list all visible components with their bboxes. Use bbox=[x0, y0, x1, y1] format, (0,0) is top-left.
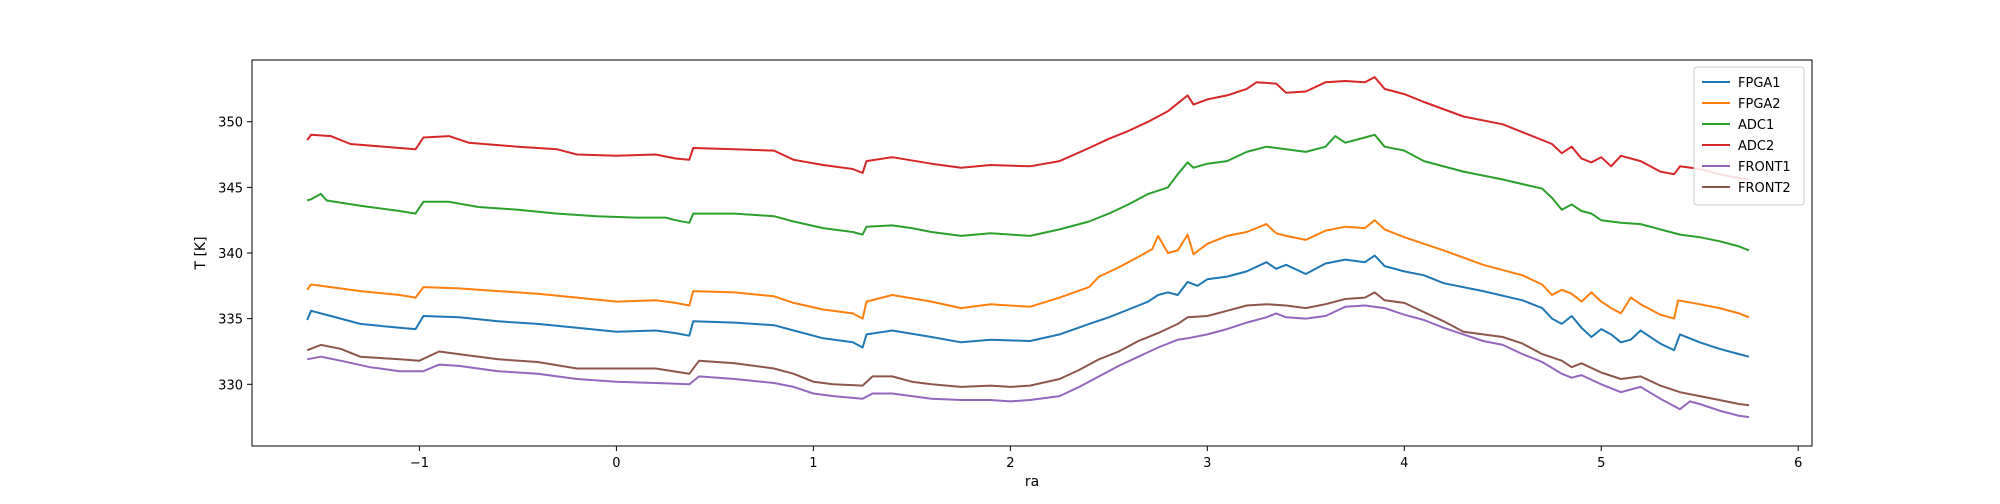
x-axis: −1 0 1 2 3 4 5 6 bbox=[410, 446, 1802, 471]
legend: FPGA1 FPGA2 ADC1 ADC2 FRONT1 FRONT2 bbox=[1693, 66, 1805, 206]
legend-label: FRONT1 bbox=[1738, 160, 1791, 175]
x-tick-label: 1 bbox=[809, 456, 817, 471]
legend-box bbox=[1693, 66, 1805, 206]
legend-label: ADC2 bbox=[1738, 139, 1774, 154]
x-axis-label: ra bbox=[1025, 474, 1039, 490]
x-tick-label: 5 bbox=[1597, 456, 1605, 471]
y-tick-label: 340 bbox=[218, 247, 243, 262]
legend-label: FPGA2 bbox=[1738, 97, 1781, 112]
y-tick-label: 330 bbox=[218, 378, 243, 393]
y-tick-label: 345 bbox=[218, 181, 243, 196]
x-tick-label: 3 bbox=[1203, 456, 1211, 471]
series-layer bbox=[306, 76, 1750, 419]
x-tick-label: 6 bbox=[1794, 456, 1802, 471]
legend-label: FPGA1 bbox=[1738, 76, 1781, 91]
x-tick-label: −1 bbox=[410, 456, 429, 471]
series-line-adc1 bbox=[306, 133, 1750, 252]
series-line-front1 bbox=[307, 304, 1750, 419]
y-axis-label: T [K] bbox=[193, 236, 209, 270]
series-line-adc2 bbox=[306, 76, 1750, 181]
y-tick-label: 350 bbox=[218, 116, 243, 131]
series-line-fpga1 bbox=[306, 254, 1750, 358]
series-line-front2 bbox=[306, 291, 1750, 407]
series-line-fpga2 bbox=[306, 219, 1750, 320]
x-tick-label: 0 bbox=[612, 456, 620, 471]
legend-label: FRONT2 bbox=[1738, 181, 1791, 196]
y-tick-label: 335 bbox=[218, 313, 243, 328]
legend-label: ADC1 bbox=[1738, 118, 1774, 133]
x-tick-label: 4 bbox=[1400, 456, 1408, 471]
y-axis: 330 335 340 345 350 bbox=[218, 116, 252, 393]
x-tick-label: 2 bbox=[1006, 456, 1014, 471]
